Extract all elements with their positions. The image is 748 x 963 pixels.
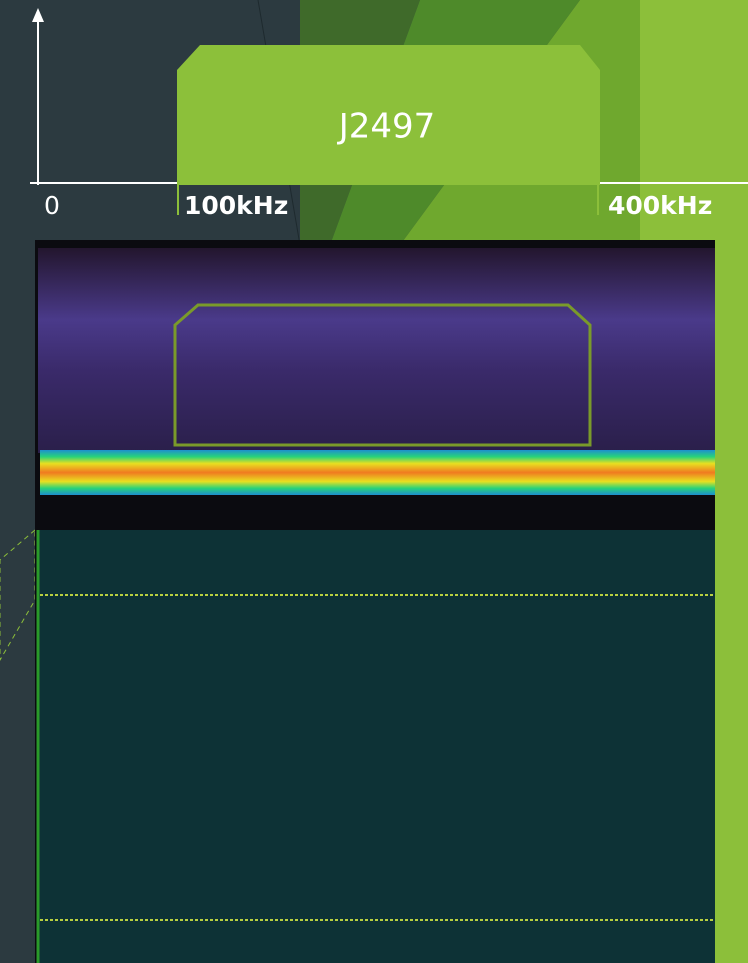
slide: J2497 0 100kHz 400kHz [0, 0, 748, 963]
spectrum-band [40, 450, 715, 495]
axis-label: 100kHz [184, 191, 288, 220]
axis-label: 400kHz [608, 191, 712, 220]
decor-diamond [0, 530, 35, 660]
band-label: J2497 [337, 107, 436, 147]
axis-arrow [32, 8, 44, 22]
axis-label: 0 [44, 191, 60, 220]
page: J2497 0 100kHz 400kHz (() => { const dat… [0, 0, 748, 963]
spectrum-noise [38, 248, 715, 453]
